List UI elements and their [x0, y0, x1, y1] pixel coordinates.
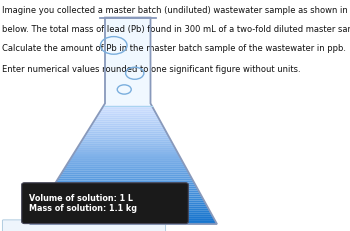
Polygon shape	[99, 112, 156, 114]
Polygon shape	[78, 146, 175, 147]
Polygon shape	[70, 157, 181, 159]
Polygon shape	[48, 193, 201, 195]
Polygon shape	[100, 110, 155, 112]
Text: Volume of solution: 1 L: Volume of solution: 1 L	[29, 193, 133, 202]
Polygon shape	[84, 136, 169, 138]
Polygon shape	[88, 130, 166, 132]
Polygon shape	[30, 18, 217, 224]
Polygon shape	[71, 155, 180, 157]
Polygon shape	[64, 167, 187, 169]
Polygon shape	[30, 222, 217, 224]
Polygon shape	[59, 175, 191, 177]
Polygon shape	[85, 134, 168, 136]
Polygon shape	[38, 208, 209, 210]
Polygon shape	[101, 108, 154, 110]
Text: Mass of solution: 1.1 kg: Mass of solution: 1.1 kg	[29, 204, 137, 212]
Polygon shape	[31, 220, 216, 222]
Polygon shape	[58, 177, 192, 179]
Polygon shape	[34, 216, 214, 218]
Polygon shape	[36, 212, 211, 214]
Polygon shape	[79, 143, 174, 146]
Polygon shape	[57, 179, 193, 181]
Polygon shape	[95, 118, 159, 120]
Text: below. The total mass of lead (Pb) found in 300 mL of a two-fold diluted master : below. The total mass of lead (Pb) found…	[2, 25, 350, 34]
Polygon shape	[61, 173, 190, 175]
Polygon shape	[89, 128, 165, 130]
Polygon shape	[63, 169, 188, 171]
Polygon shape	[43, 201, 205, 202]
Polygon shape	[42, 202, 206, 204]
Polygon shape	[47, 195, 202, 197]
Polygon shape	[80, 142, 173, 143]
FancyBboxPatch shape	[22, 183, 188, 224]
Polygon shape	[40, 207, 208, 208]
Polygon shape	[62, 171, 189, 173]
Polygon shape	[73, 153, 179, 155]
Polygon shape	[74, 152, 178, 153]
Polygon shape	[52, 187, 197, 189]
Polygon shape	[37, 210, 210, 212]
Polygon shape	[86, 132, 167, 134]
Polygon shape	[91, 124, 163, 126]
Polygon shape	[75, 149, 177, 152]
Polygon shape	[92, 122, 162, 124]
Polygon shape	[77, 147, 176, 149]
Polygon shape	[54, 183, 195, 185]
Polygon shape	[94, 120, 160, 122]
Polygon shape	[41, 204, 207, 207]
Text: Imagine you collected a master batch (undiluted) wastewater sample as shown in t: Imagine you collected a master batch (un…	[2, 6, 350, 15]
Polygon shape	[96, 116, 158, 118]
Polygon shape	[65, 165, 186, 167]
Polygon shape	[68, 161, 183, 163]
Polygon shape	[56, 181, 194, 183]
Text: Calculate the amount of Pb in the master batch sample of the wastewater in ppb.: Calculate the amount of Pb in the master…	[2, 44, 346, 53]
Polygon shape	[97, 114, 157, 116]
Polygon shape	[32, 218, 215, 220]
Polygon shape	[35, 214, 213, 216]
Polygon shape	[69, 159, 182, 161]
Polygon shape	[49, 191, 199, 193]
Polygon shape	[83, 138, 170, 140]
Polygon shape	[46, 197, 203, 198]
Text: Enter numerical values rounded to one significant figure without units.: Enter numerical values rounded to one si…	[2, 64, 300, 73]
Polygon shape	[90, 126, 164, 128]
Polygon shape	[66, 163, 184, 165]
Polygon shape	[44, 198, 204, 201]
Polygon shape	[102, 106, 153, 108]
Polygon shape	[82, 140, 172, 142]
FancyBboxPatch shape	[2, 220, 166, 231]
Polygon shape	[51, 189, 198, 191]
Polygon shape	[53, 185, 196, 187]
